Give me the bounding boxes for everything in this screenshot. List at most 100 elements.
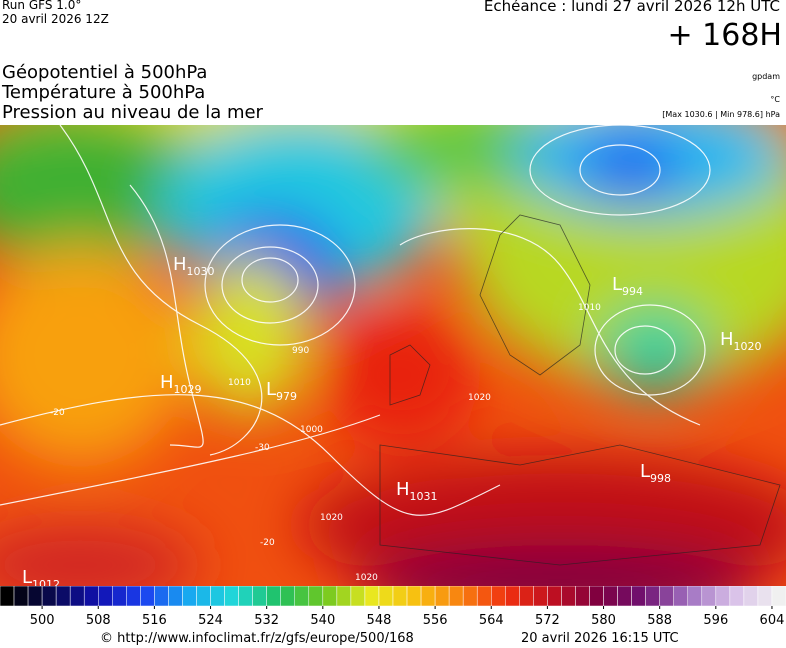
scale-label: 580 xyxy=(591,613,616,628)
title: Pression au niveau de la mer xyxy=(2,102,263,123)
center-letter: H xyxy=(720,329,734,350)
unit: [Max 1030.6 | Min 978.6] hPa xyxy=(662,110,780,119)
pressure-center: L979 xyxy=(266,379,297,403)
center-value: 1031 xyxy=(410,490,438,503)
color-swatch xyxy=(491,586,506,607)
color-swatch xyxy=(322,586,338,607)
scale-label: 556 xyxy=(423,613,448,628)
pressure-center: H1029 xyxy=(160,372,202,396)
color-swatch xyxy=(743,586,759,607)
color-swatch xyxy=(266,586,281,607)
isobar-label: 1010 xyxy=(228,378,251,388)
scale-label: 524 xyxy=(198,613,223,628)
pressure-center: H1031 xyxy=(396,479,438,503)
color-swatch xyxy=(55,586,71,607)
color-swatch xyxy=(519,586,534,607)
color-swatch xyxy=(294,586,310,607)
color-swatch xyxy=(701,586,717,607)
unit: °C xyxy=(770,95,780,104)
isobar-label: 1020 xyxy=(468,393,491,403)
color-swatch xyxy=(308,586,324,607)
color-swatch xyxy=(168,586,183,607)
color-swatch xyxy=(729,586,745,607)
scale-label: 500 xyxy=(30,613,55,628)
center-letter: H xyxy=(396,479,410,500)
color-swatch xyxy=(420,586,436,607)
color-swatch xyxy=(645,586,660,607)
color-swatch xyxy=(589,586,604,607)
generated: 20 avril 2026 16:15 UTC xyxy=(521,631,679,646)
color-swatch xyxy=(27,586,43,607)
center-letter: L xyxy=(640,461,650,482)
color-swatch xyxy=(182,586,197,607)
isobar-label: 990 xyxy=(292,346,309,356)
color-swatch xyxy=(252,586,267,607)
color-swatch xyxy=(448,586,464,607)
color-swatch xyxy=(603,586,618,607)
pressure-center: L998 xyxy=(640,461,671,485)
color-swatch xyxy=(154,586,169,607)
color-swatch xyxy=(364,586,380,607)
title: Température à 500hPa xyxy=(2,82,206,103)
isobar-label: 1020 xyxy=(320,513,343,523)
scale-label: 508 xyxy=(86,613,111,628)
color-swatch xyxy=(69,586,85,607)
center-value: 1029 xyxy=(174,383,202,396)
color-swatch xyxy=(631,586,646,607)
color-swatch xyxy=(98,586,113,607)
color-swatch xyxy=(462,586,478,607)
scale-label: 604 xyxy=(760,613,785,628)
color-swatch xyxy=(505,586,520,607)
color-swatch xyxy=(196,586,211,607)
source: © http://www.infoclimat.fr/z/gfs/europe/… xyxy=(100,631,414,646)
center-value: 1020 xyxy=(734,340,762,353)
scale-label: 532 xyxy=(254,613,279,628)
pressure-center: L1012 xyxy=(22,567,60,586)
scale-label: 572 xyxy=(535,613,560,628)
scale-label: 548 xyxy=(367,613,392,628)
color-swatch xyxy=(210,586,225,607)
center-letter: L xyxy=(266,379,276,400)
scale-label: 516 xyxy=(142,613,167,628)
isobar-label: 1000 xyxy=(300,425,323,435)
color-swatch xyxy=(13,586,29,607)
color-swatch xyxy=(126,586,141,607)
color-swatch xyxy=(41,586,57,607)
center-value: 1030 xyxy=(187,265,215,278)
color-swatch xyxy=(673,586,689,607)
color-swatch xyxy=(336,586,352,607)
color-swatch xyxy=(476,586,492,607)
color-swatch xyxy=(533,586,548,607)
scale-label: 564 xyxy=(479,613,504,628)
center-value: 998 xyxy=(650,472,671,485)
isobar-label: 1020 xyxy=(355,573,378,583)
center-letter: H xyxy=(173,254,187,275)
title: Géopotentiel à 500hPa xyxy=(2,62,208,83)
isobar-label: -20 xyxy=(260,538,275,548)
valid: Echéance : lundi 27 avril 2026 12h UTC xyxy=(483,0,780,15)
color-swatch xyxy=(0,586,15,607)
color-swatch xyxy=(83,586,99,607)
lead: + 168H xyxy=(667,18,783,53)
color-swatch xyxy=(378,586,394,607)
center-value: 979 xyxy=(276,390,297,403)
color-swatch xyxy=(659,586,674,607)
center-letter: H xyxy=(160,372,174,393)
color-swatch xyxy=(715,586,731,607)
color-swatch xyxy=(617,586,632,607)
color-swatch xyxy=(561,586,576,607)
color-swatch xyxy=(112,586,127,607)
color-swatch xyxy=(238,586,253,607)
run-date: 20 avril 2026 12Z xyxy=(2,12,109,26)
pressure-center: H1020 xyxy=(720,329,762,353)
unit: gpdam xyxy=(752,72,780,81)
scale-label: 540 xyxy=(310,613,335,628)
color-swatch xyxy=(224,586,239,607)
color-swatch xyxy=(280,586,296,607)
isobar-label: -20 xyxy=(50,408,65,418)
map: H1030L979H1029L994H1020L998H1031L1012102… xyxy=(0,125,786,586)
center-value: 1012 xyxy=(32,578,60,586)
center-value: 994 xyxy=(622,285,643,298)
color-swatch xyxy=(687,586,703,607)
